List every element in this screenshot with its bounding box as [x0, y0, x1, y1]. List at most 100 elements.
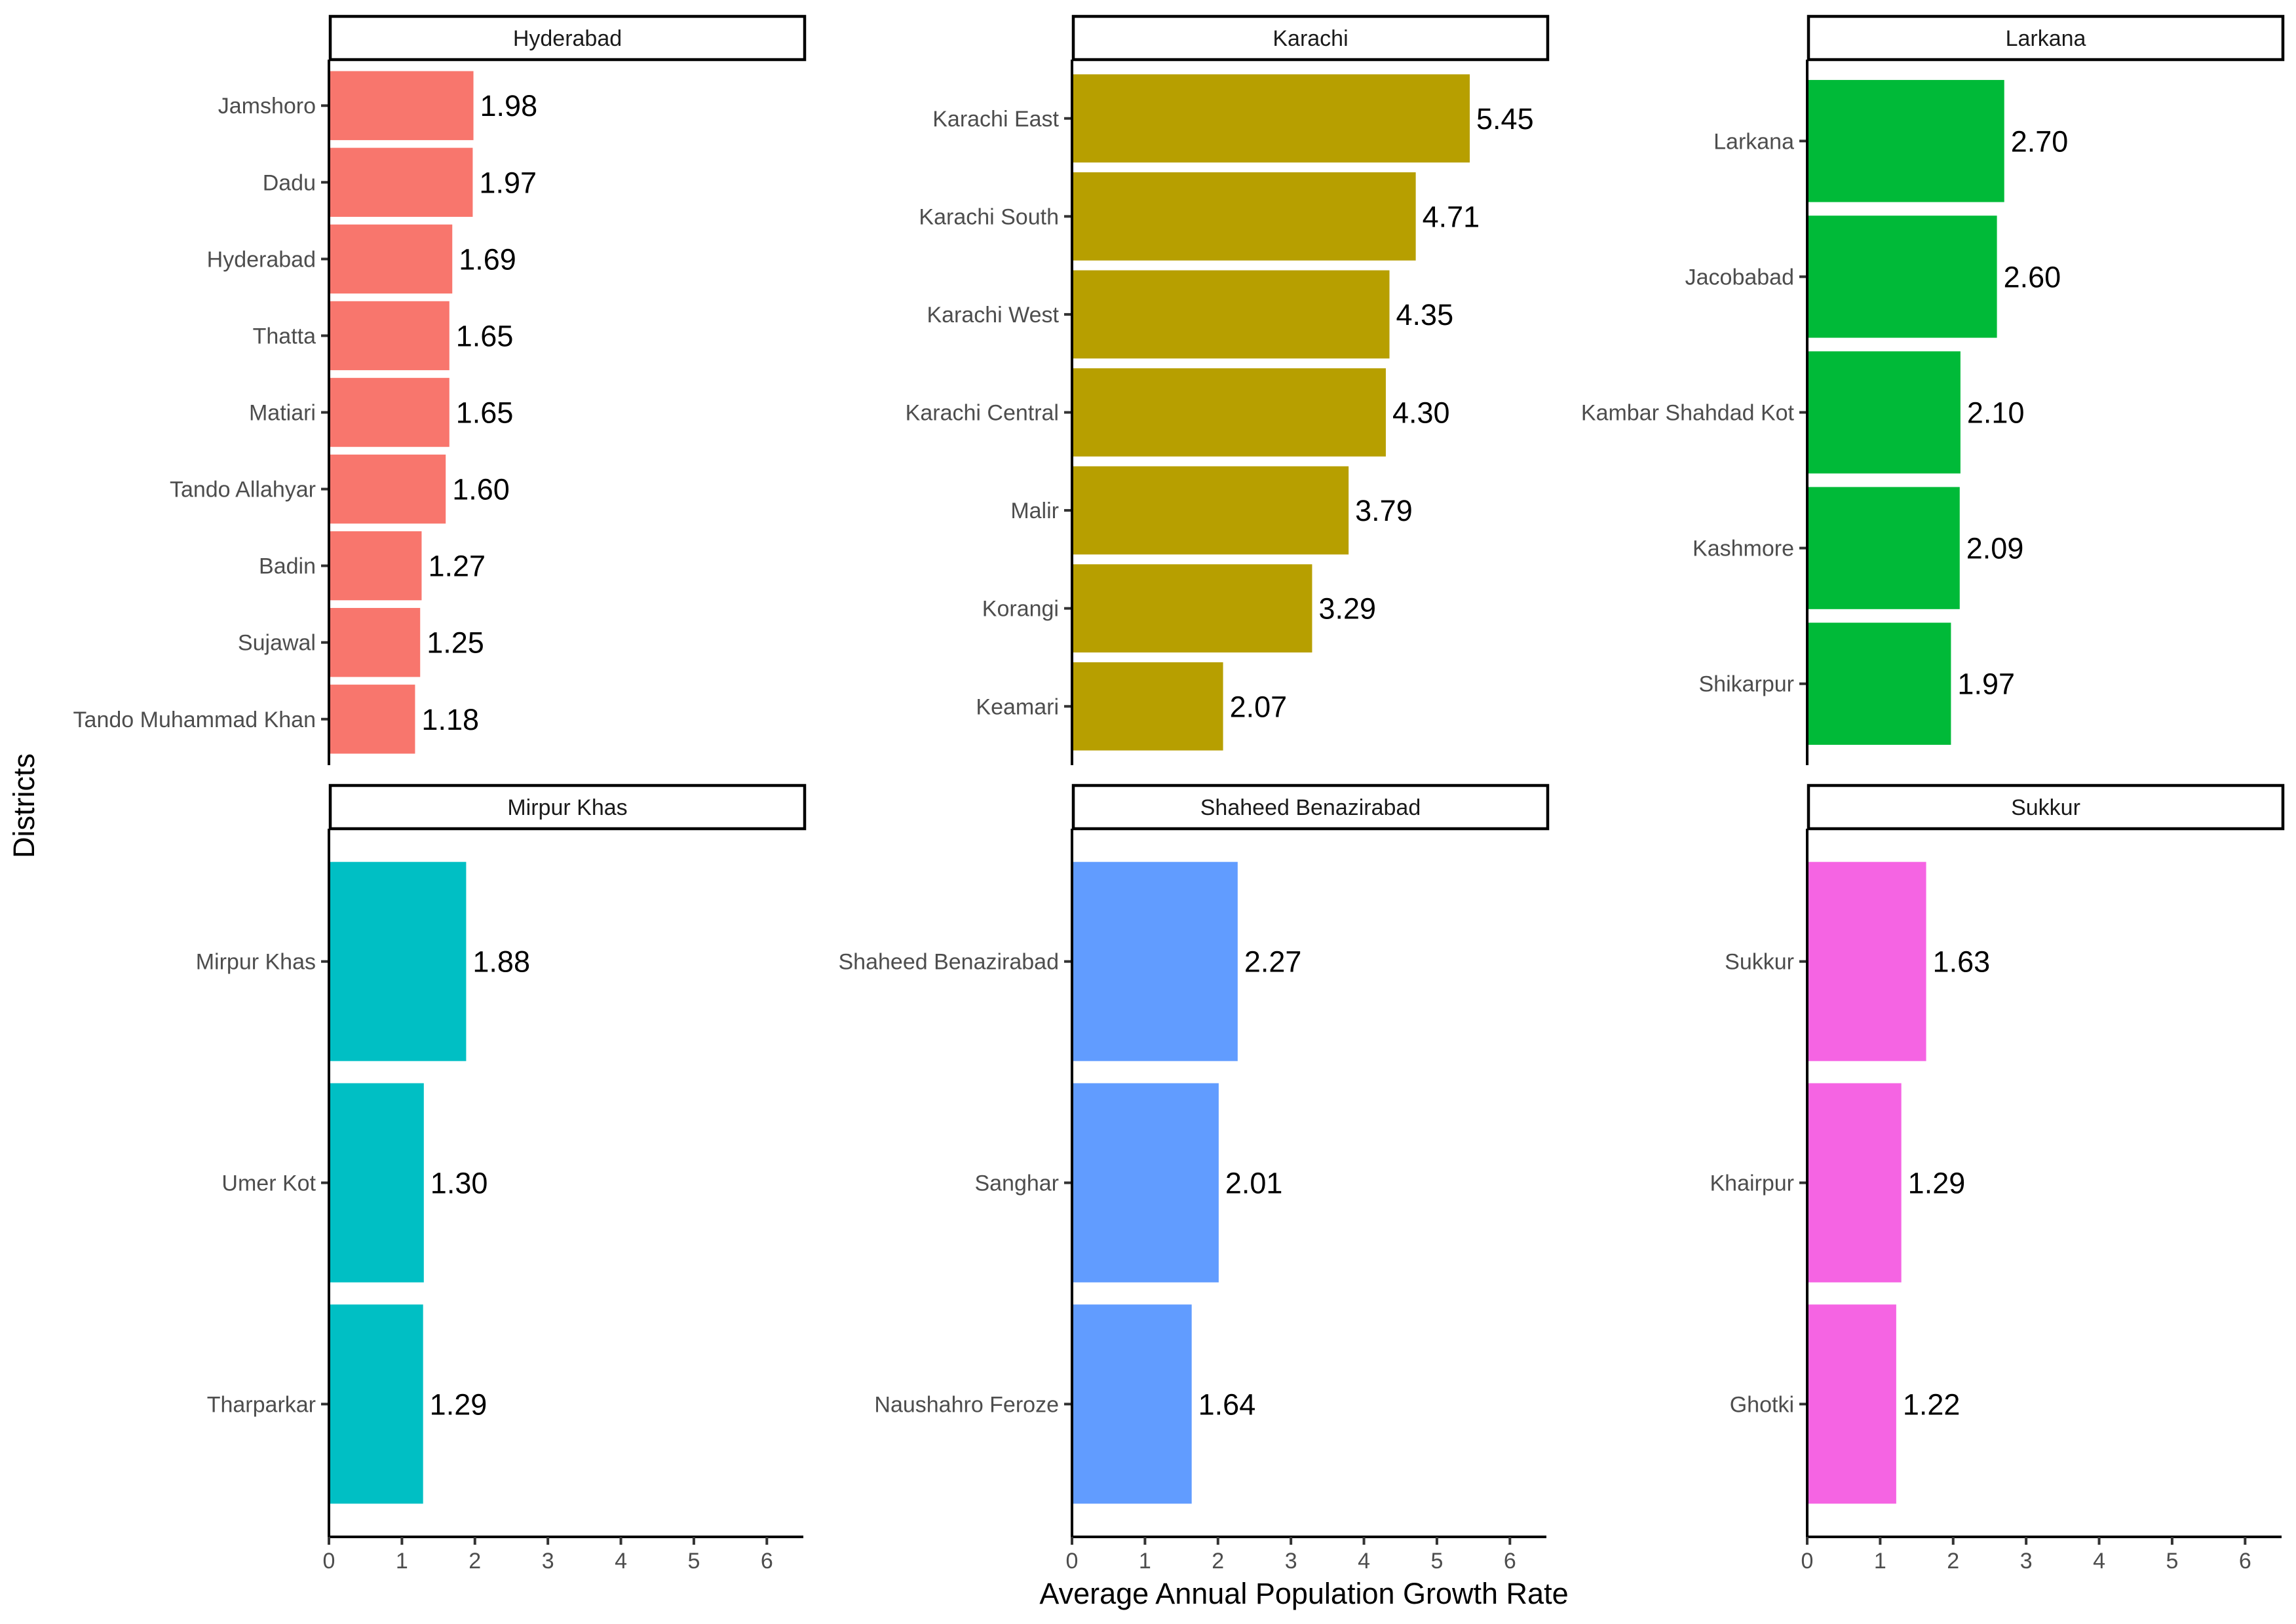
- facet-strip: [1071, 784, 1550, 831]
- x-tick-label: 5: [1430, 1549, 1443, 1574]
- bar-hyderabad: [329, 224, 453, 294]
- category-label-sujawal: Sujawal: [238, 631, 316, 656]
- x-tick-label: 5: [687, 1549, 700, 1574]
- bar-tando-muhammad-khan: [329, 685, 415, 754]
- x-tick-label: 4: [615, 1549, 627, 1574]
- value-label-sanghar: 2.01: [1225, 1167, 1283, 1200]
- facet-strip: [1071, 14, 1550, 62]
- category-label-khairpur: Khairpur: [1710, 1171, 1794, 1196]
- facet-strip: [328, 14, 807, 62]
- bar-karachi-east: [1072, 74, 1470, 163]
- category-label-ghotki: Ghotki: [1730, 1392, 1794, 1417]
- category-label-tando-muhammad-khan: Tando Muhammad Khan: [73, 708, 316, 732]
- value-label-ghotki: 1.22: [1903, 1388, 1961, 1421]
- value-label-khairpur: 1.29: [1908, 1167, 1966, 1200]
- value-label-larkana: 2.70: [2011, 124, 2069, 158]
- category-label-kashmore: Kashmore: [1693, 537, 1794, 561]
- category-label-karachi-west: Karachi West: [927, 303, 1059, 328]
- value-label-karachi-west: 4.35: [1396, 298, 1454, 331]
- value-label-badin: 1.27: [428, 550, 486, 583]
- bar-karachi-central: [1072, 368, 1386, 457]
- bar-tharparkar: [329, 1304, 423, 1504]
- panel-larkana: Larkana 2.70 Larkana 2.60 Jacobabad 2.10 Kamba…: [1581, 14, 2285, 765]
- facet-strip-label: Hyderabad: [513, 26, 622, 51]
- value-label-naushahro-feroze: 1.64: [1198, 1388, 1256, 1421]
- panel-karachi: Karachi 5.45 Karachi East 4.71 Karachi South…: [906, 14, 1550, 765]
- x-tick-label: 3: [2020, 1549, 2033, 1574]
- category-label-korangi: Korangi: [982, 597, 1059, 622]
- value-label-dadu: 1.97: [479, 166, 537, 199]
- x-tick-label: 5: [2166, 1549, 2178, 1574]
- facet-strip-label: Mirpur Khas: [507, 795, 627, 820]
- bar-dadu: [329, 147, 473, 217]
- category-label-sukkur: Sukkur: [1725, 950, 1794, 975]
- bar-matiari: [329, 377, 450, 447]
- x-tick-label: 4: [1358, 1549, 1370, 1574]
- facet-strip-label: Shaheed Benazirabad: [1200, 795, 1421, 820]
- x-tick-label: 6: [2239, 1549, 2251, 1574]
- category-label-keamari: Keamari: [976, 694, 1059, 719]
- bar-keamari: [1072, 662, 1223, 751]
- value-label-tando-allahyar: 1.60: [452, 473, 510, 506]
- facet-strip: [1807, 784, 2285, 831]
- panel-shaheed-benazirabad: Shaheed Benazirabad 2.27 Shaheed Benazirab…: [839, 784, 1550, 1574]
- value-label-karachi-east: 5.45: [1476, 102, 1534, 136]
- category-label-larkana: Larkana: [1713, 129, 1794, 154]
- bar-ghotki: [1807, 1304, 1896, 1504]
- value-label-hyderabad: 1.69: [459, 242, 516, 276]
- bar-sujawal: [329, 608, 421, 677]
- value-label-jacobabad: 2.60: [2004, 260, 2061, 293]
- value-label-kashmore: 2.09: [1966, 532, 2024, 565]
- x-tick-label: 6: [761, 1549, 773, 1574]
- facet-strip-label: Larkana: [2006, 26, 2086, 51]
- category-label-karachi-south: Karachi South: [919, 204, 1059, 229]
- x-tick-label: 0: [323, 1549, 335, 1574]
- category-label-tando-allahyar: Tando Allahyar: [170, 478, 316, 502]
- category-label-thatta: Thatta: [253, 324, 316, 349]
- bar-sukkur: [1807, 861, 1926, 1061]
- category-label-jamshoro: Jamshoro: [218, 94, 316, 119]
- category-label-badin: Badin: [259, 554, 316, 579]
- panel-hyderabad: Hyderabad 1.98 Jamshoro 1.97 Dadu 1.69 Hyderab…: [73, 14, 807, 765]
- bar-shikarpur: [1807, 622, 1951, 745]
- bar-jacobabad: [1807, 216, 1997, 338]
- category-label-jacobabad: Jacobabad: [1685, 265, 1794, 290]
- value-label-jamshoro: 1.98: [480, 89, 538, 123]
- value-label-shaheed-benazirabad: 2.27: [1244, 945, 1302, 979]
- value-label-tharparkar: 1.29: [430, 1388, 488, 1421]
- chart-panels: Hyderabad 1.98 Jamshoro 1.97 Dadu 1.69 Hyderab…: [73, 14, 2285, 1574]
- y-axis-title: Districts: [7, 753, 41, 858]
- value-label-karachi-south: 4.71: [1423, 200, 1480, 233]
- category-label-hyderabad: Hyderabad: [207, 247, 316, 272]
- bar-khairpur: [1807, 1083, 1902, 1283]
- x-tick-label: 1: [396, 1549, 408, 1574]
- bar-naushahro-feroze: [1072, 1304, 1192, 1504]
- category-label-umer-kot: Umer Kot: [221, 1171, 316, 1196]
- bar-larkana: [1807, 80, 2004, 202]
- bar-tando-allahyar: [329, 454, 446, 524]
- bar-jamshoro: [329, 71, 474, 140]
- bar-sanghar: [1072, 1083, 1219, 1283]
- category-label-tharparkar: Tharparkar: [207, 1392, 316, 1417]
- bar-malir: [1072, 466, 1349, 555]
- value-label-korangi: 3.29: [1318, 592, 1376, 626]
- x-tick-label: 4: [2093, 1549, 2105, 1574]
- category-label-mirpur-khas: Mirpur Khas: [196, 950, 316, 975]
- category-label-kambar-shahdad-kot: Kambar Shahdad Kot: [1581, 401, 1795, 426]
- value-label-sukkur: 1.63: [1933, 945, 1991, 979]
- value-label-thatta: 1.65: [456, 319, 514, 352]
- value-label-sujawal: 1.25: [427, 626, 484, 660]
- value-label-mirpur-khas: 1.88: [472, 945, 530, 979]
- bar-umer-kot: [329, 1083, 424, 1283]
- x-tick-label: 1: [1139, 1549, 1151, 1574]
- bar-kambar-shahdad-kot: [1807, 351, 1961, 474]
- x-tick-label: 3: [1285, 1549, 1297, 1574]
- bar-karachi-south: [1072, 172, 1416, 261]
- value-label-kambar-shahdad-kot: 2.10: [1967, 396, 2025, 430]
- panel-mirpur-khas: Mirpur Khas 1.88 Mirpur Khas 1.30 Umer Kot 1.…: [196, 784, 807, 1574]
- category-label-karachi-central: Karachi Central: [906, 401, 1059, 426]
- x-tick-label: 0: [1066, 1549, 1079, 1574]
- category-label-naushahro-feroze: Naushahro Feroze: [874, 1392, 1059, 1417]
- facet-strip-label: Karachi: [1272, 26, 1348, 51]
